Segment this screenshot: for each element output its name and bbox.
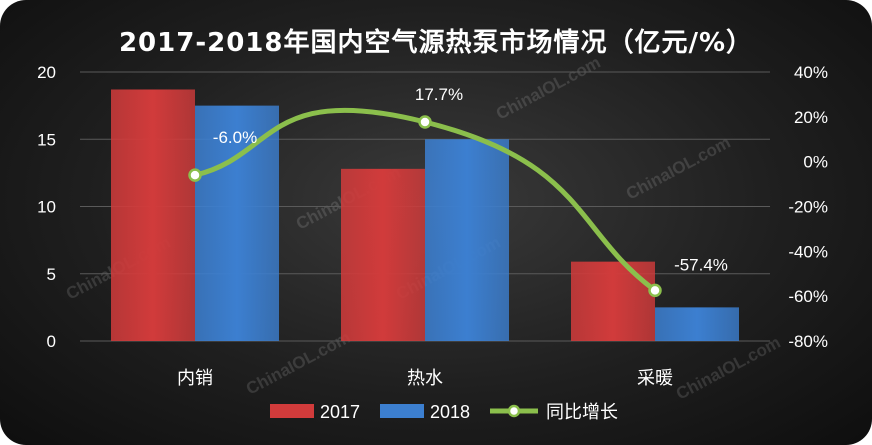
right-tick-label: 0% (803, 153, 828, 172)
left-tick-label: 0 (47, 332, 56, 351)
right-axis-ticks: -80% -60% -40% -20% 0% 20% 40% (788, 63, 828, 351)
bar-series (111, 89, 739, 341)
data-label-0: -6.0% (213, 128, 257, 147)
legend-label-1: 2018 (430, 402, 470, 422)
line-series (188, 107, 662, 298)
legend-label-0: 2017 (320, 402, 360, 422)
left-tick-label: 10 (37, 198, 56, 217)
bar-2018-0 (195, 105, 279, 341)
bar-2017-2 (571, 261, 655, 341)
bar-2018-1 (425, 139, 509, 341)
category-label-2: 采暖 (637, 368, 673, 388)
bar-2018-2 (655, 307, 739, 341)
watermark-text: ChinaIOL.com (493, 53, 604, 124)
growth-marker-0 (188, 168, 202, 182)
right-tick-label: 20% (794, 108, 828, 127)
legend: 2017 2018 同比增长 (270, 402, 618, 422)
watermark-text: ChinaIOL.com (623, 133, 734, 204)
data-label-2: -57.4% (674, 255, 728, 274)
right-tick-label: -20% (788, 198, 828, 217)
left-tick-label: 20 (37, 63, 56, 82)
data-labels: -6.0% 17.7% -57.4% (213, 85, 728, 274)
category-label-0: 内销 (177, 368, 213, 388)
growth-marker-1 (418, 115, 432, 129)
growth-marker-2 (648, 283, 662, 298)
watermark-text: ChinaIOL.com (673, 333, 784, 404)
legend-marker-2 (507, 404, 521, 418)
legend-swatch-0 (270, 404, 314, 418)
right-tick-label: -80% (788, 332, 828, 351)
right-tick-label: 40% (794, 63, 828, 82)
left-tick-label: 15 (37, 130, 56, 149)
chart-title: 2017-2018年国内空气源热泵市场情况（亿元/%） (118, 28, 754, 58)
bar-2017-0 (111, 89, 195, 341)
left-tick-label: 5 (47, 265, 56, 284)
left-axis-ticks: 0 5 10 15 20 (37, 63, 56, 351)
category-labels: 内销 热水 采暖 (177, 368, 673, 388)
category-label-1: 热水 (407, 368, 443, 388)
right-tick-label: -40% (788, 242, 828, 261)
data-label-1: 17.7% (415, 85, 463, 104)
legend-swatch-1 (380, 404, 424, 418)
bar-2017-1 (341, 168, 425, 341)
legend-label-2: 同比增长 (546, 402, 618, 422)
right-tick-label: -60% (788, 287, 828, 306)
